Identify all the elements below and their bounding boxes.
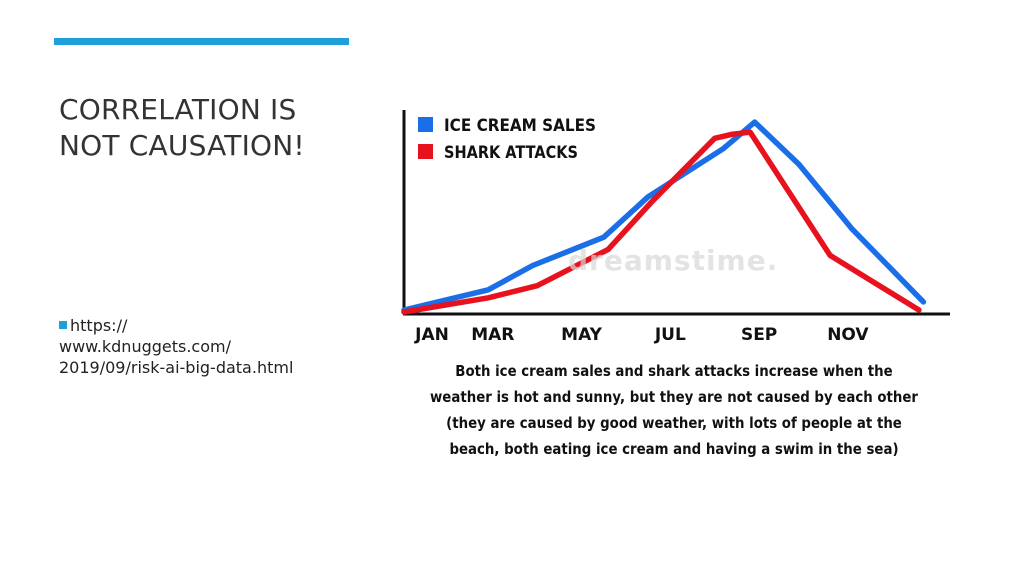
series-line-shark-attacks — [401, 129, 922, 315]
x-tick-label-jul: JUL — [654, 325, 686, 345]
legend-swatch-ice-cream-sales — [418, 117, 433, 132]
title-accent-bar — [54, 38, 349, 45]
series-line-ice-cream-sales — [401, 119, 927, 313]
watermark-text: dreamstime. — [568, 244, 779, 277]
chart-x-ticks: JAN MAR MAY JUL SEP NOV — [414, 325, 869, 345]
source-link-bullet[interactable]: https://www.kdnuggets.com/2019/09/risk-a… — [59, 315, 349, 378]
chart-figure: ICE CREAM SALES SHARK ATTACKS JAN MAR MAY JU… — [388, 104, 960, 469]
x-tick-label-sep: SEP — [741, 325, 777, 345]
bullet-square-icon — [59, 321, 67, 329]
legend-swatch-shark-attacks — [418, 144, 433, 159]
slide-title: CORRELATION IS NOT CAUSATION! — [59, 93, 305, 162]
line-chart: ICE CREAM SALES SHARK ATTACKS JAN MAR MAY JU… — [401, 110, 950, 345]
x-tick-label-jan: JAN — [414, 325, 449, 345]
legend-label-ice-cream-sales: ICE CREAM SALES — [444, 116, 596, 136]
chart-caption: Both ice cream sales and shark attacks i… — [429, 362, 918, 458]
chart-axes — [402, 110, 950, 316]
legend-label-shark-attacks: SHARK ATTACKS — [444, 143, 578, 163]
chart-legend: ICE CREAM SALES SHARK ATTACKS — [418, 116, 596, 163]
x-tick-label-mar: MAR — [471, 325, 514, 345]
source-link-text[interactable]: https://www.kdnuggets.com/2019/09/risk-a… — [59, 316, 294, 377]
x-tick-label-nov: NOV — [827, 325, 869, 345]
chart-series — [401, 119, 927, 315]
x-tick-label-may: MAY — [561, 325, 602, 345]
